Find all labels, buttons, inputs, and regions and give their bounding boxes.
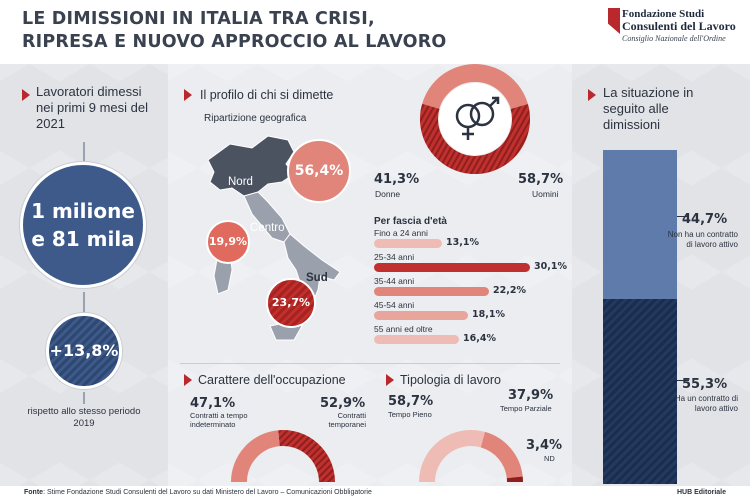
source-note-text: : Stime Fondazione Studi Consulenti del … [43, 489, 372, 496]
situation-bottom-tick [677, 380, 689, 381]
total-line-2: e 81 mila [31, 227, 135, 251]
map-center [243, 191, 291, 243]
age-bar-value: 13,1% [446, 237, 479, 248]
occupation-b-arc [278, 430, 335, 483]
situation-top-label: Non ha un contratto di lavoro attivo [667, 230, 738, 249]
change-circle: +13,8% [46, 313, 122, 389]
geo-heading: Ripartizione geografica [204, 113, 307, 124]
publisher-credit: HUB Editoriale [676, 489, 726, 496]
total-line-1: 1 milione [31, 199, 135, 223]
worktype-full-value: 58,7% [388, 394, 434, 409]
age-bar-label: Fino a 24 anni [374, 228, 428, 238]
centro-circle: 19,9% [206, 220, 250, 264]
age-bar-label: 45-54 anni [374, 300, 415, 310]
page-title: LE DIMISSIONI IN ITALIA TRA CRISI, RIPRE… [22, 8, 446, 54]
nord-circle: 56,4% [287, 139, 351, 203]
triangle-bullet-icon [184, 374, 192, 386]
worktype-full-label: Tempo Pieno [388, 410, 432, 419]
worktype-nd-value: 3,4% [526, 438, 563, 453]
source-note-bold: Fonte [24, 489, 44, 496]
occupation-heading: Carattere dell'occupazione [198, 373, 346, 387]
nord-value: 56,4% [294, 163, 344, 179]
worktype-full-arc [419, 430, 486, 483]
age-bar [374, 311, 468, 320]
worktype-part-arc [480, 431, 523, 479]
age-bar-value: 30,1% [534, 261, 567, 272]
occupation-a-arc [231, 430, 281, 483]
age-bar-label: 35-44 anni [374, 276, 415, 286]
occupation-a-value: 47,1% [190, 396, 236, 411]
age-bar [374, 335, 459, 344]
triangle-bullet-icon [184, 89, 192, 101]
logo-mark-icon [608, 8, 620, 34]
age-bar-label: 25-34 anni [374, 252, 415, 262]
left-heading: Lavoratori dimessi nei primi 9 mesi del … [36, 84, 148, 131]
occupation-b-label: Contratti temporanei [328, 411, 366, 429]
centro-value: 19,9% [208, 235, 248, 248]
occupation-semi-donut [231, 430, 335, 483]
logo: Fondazione Studi Consulenti del Lavoro C… [608, 8, 738, 48]
total-circle: 1 milione e 81 mila [20, 162, 146, 288]
age-bar-value: 18,1% [472, 309, 505, 320]
worktype-part-value: 37,9% [508, 388, 554, 403]
situation-bottom-value: 55,3% [682, 377, 728, 392]
logo-line-1: Fondazione Studi [622, 8, 705, 20]
triangle-bullet-icon [22, 89, 30, 101]
region-label-centro: Centro [250, 222, 285, 234]
women-label: Donne [375, 189, 401, 199]
change-value: +13,8% [49, 341, 119, 360]
sud-value: 23,7% [271, 296, 311, 309]
profile-heading: Il profilo di chi si dimette [200, 88, 334, 102]
header: LE DIMISSIONI IN ITALIA TRA CRISI, RIPRE… [0, 0, 750, 64]
source-note: Fonte: Stime Fondazione Studi Consulenti… [24, 489, 372, 496]
age-bar-value: 16,4% [463, 333, 496, 344]
worktype-part-label: Tempo Parziale [500, 404, 552, 413]
age-bar-label: 55 anni ed oltre [374, 324, 433, 334]
gender-donut [420, 64, 530, 174]
age-bar-value: 22,2% [493, 285, 526, 296]
connector-line [83, 292, 85, 316]
region-label-sud: Sud [306, 272, 328, 284]
age-heading: Per fascia d'età [374, 216, 447, 227]
situation-top-bar [603, 150, 677, 299]
worktype-heading: Tipologia di lavoro [400, 373, 501, 387]
region-label-nord: Nord [228, 176, 253, 188]
map-north [207, 135, 295, 197]
worktype-nd-label: ND [544, 454, 555, 463]
title-line-2: RIPRESA E NUOVO APPROCCIO AL LAVORO [22, 32, 447, 52]
worktype-semi-donut [419, 430, 524, 483]
gender-symbol-icon [455, 96, 500, 140]
connector-line [83, 142, 85, 166]
change-note: rispetto allo stesso periodo 2019 [27, 406, 141, 429]
occupation-a-label: Contratti a tempo indeterminato [190, 411, 248, 429]
donut-center [439, 83, 511, 155]
footer: Fonte: Stime Fondazione Studi Consulenti… [0, 486, 750, 500]
situation-bottom-label: Ha un contratto di lavoro attivo [674, 394, 738, 413]
men-value: 58,7% [518, 172, 564, 187]
triangle-bullet-icon [386, 374, 394, 386]
triangle-bullet-icon [588, 89, 596, 101]
connector-line [83, 392, 85, 404]
situation-bottom-bar [603, 299, 677, 484]
logo-line-3: Consiglio Nazionale dell'Ordine [622, 34, 726, 43]
situation-top-value: 44,7% [682, 212, 728, 227]
age-bar [374, 287, 489, 296]
sud-circle: 23,7% [266, 278, 316, 328]
title-line-1: LE DIMISSIONI IN ITALIA TRA CRISI, [22, 9, 375, 29]
men-label: Uomini [532, 189, 559, 199]
situation-top-tick [677, 216, 689, 217]
age-bar [374, 263, 530, 272]
logo-line-2: Consulenti del Lavoro [622, 19, 736, 33]
women-value: 41,3% [374, 172, 420, 187]
situation-heading: La situazione in seguito alle dimissioni [603, 85, 694, 132]
section-divider [180, 363, 560, 364]
age-bar [374, 239, 442, 248]
occupation-b-value: 52,9% [320, 396, 366, 411]
